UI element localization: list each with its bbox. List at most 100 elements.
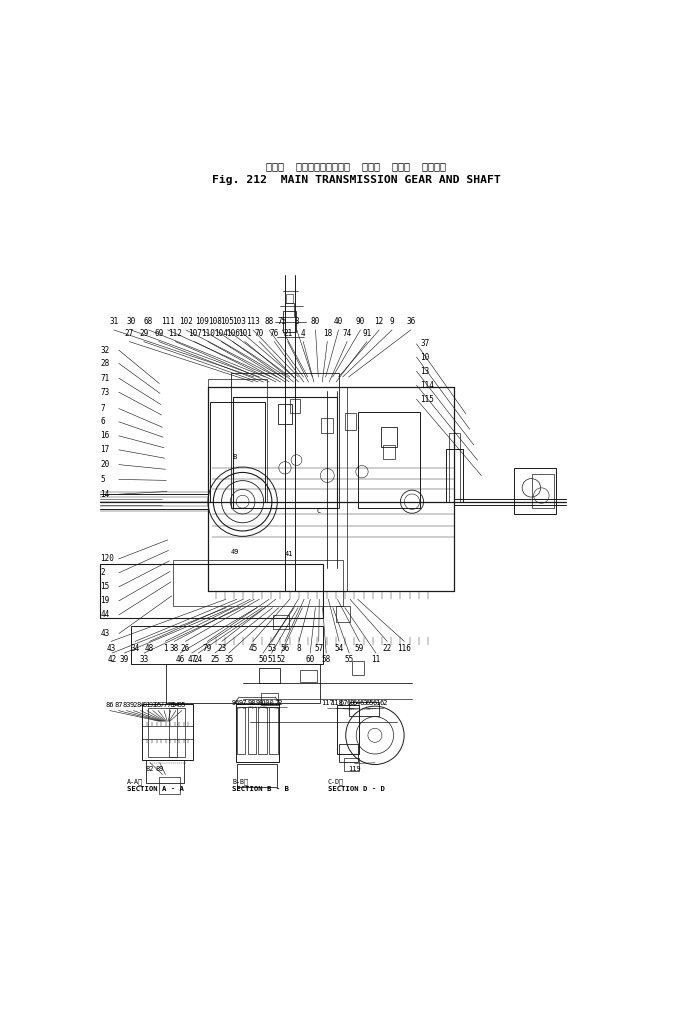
Bar <box>350 702 379 717</box>
Text: 114: 114 <box>420 381 434 389</box>
Text: 34: 34 <box>131 644 140 653</box>
Bar <box>147 760 184 783</box>
Text: 83: 83 <box>122 703 131 709</box>
Text: 79: 79 <box>203 644 212 653</box>
Text: 70: 70 <box>254 329 264 338</box>
Text: 25: 25 <box>211 655 220 664</box>
Text: 69: 69 <box>154 329 163 338</box>
Text: 22: 22 <box>383 644 392 653</box>
Text: 47: 47 <box>187 655 197 664</box>
Text: 63: 63 <box>359 700 368 706</box>
Text: 85: 85 <box>154 703 163 709</box>
Text: 113: 113 <box>246 317 260 327</box>
Text: 87: 87 <box>115 703 123 709</box>
Text: 93: 93 <box>149 703 157 709</box>
Text: 56: 56 <box>280 644 290 653</box>
Bar <box>300 669 316 681</box>
Bar <box>231 373 339 509</box>
Text: 117: 117 <box>322 700 334 706</box>
Text: 20: 20 <box>100 460 110 469</box>
Text: 32: 32 <box>100 346 110 355</box>
Text: 75: 75 <box>278 317 287 327</box>
Bar <box>285 303 294 316</box>
Text: 104: 104 <box>214 329 228 338</box>
Bar <box>233 396 337 509</box>
Text: 44: 44 <box>100 611 110 620</box>
Text: 28: 28 <box>100 359 110 368</box>
Text: 105: 105 <box>220 317 234 327</box>
Text: 101: 101 <box>238 329 252 338</box>
Text: 21: 21 <box>283 329 293 338</box>
Bar <box>291 399 300 413</box>
Text: 4: 4 <box>301 329 306 338</box>
Text: 5: 5 <box>100 475 105 484</box>
Bar <box>100 564 323 618</box>
Text: Fig. 212  MAIN TRANSMISSION GEAR AND SHAFT: Fig. 212 MAIN TRANSMISSION GEAR AND SHAF… <box>212 176 500 185</box>
Text: 38: 38 <box>170 644 179 653</box>
Text: 61: 61 <box>373 700 381 706</box>
Text: 86: 86 <box>106 703 114 709</box>
Text: 89: 89 <box>156 766 164 771</box>
Text: 1: 1 <box>163 644 167 653</box>
Text: 100: 100 <box>261 700 274 706</box>
Text: SECTION B - B: SECTION B - B <box>232 787 289 793</box>
Text: 111: 111 <box>161 317 174 327</box>
Text: 26: 26 <box>181 644 190 653</box>
Text: 16: 16 <box>100 432 110 441</box>
Text: メイン  トランスミッション  ギヤー  および  シャフト: メイン トランスミッション ギヤー および シャフト <box>266 161 446 171</box>
Text: 94: 94 <box>172 703 180 709</box>
Text: 98: 98 <box>248 700 256 706</box>
Text: 77: 77 <box>160 703 168 709</box>
Text: 109: 109 <box>195 317 209 327</box>
Bar <box>446 449 463 502</box>
Text: 6: 6 <box>100 418 105 427</box>
Text: 54: 54 <box>334 644 344 653</box>
Text: 90: 90 <box>356 317 365 327</box>
Text: 65: 65 <box>366 700 375 706</box>
Text: 60: 60 <box>306 655 315 664</box>
Text: 43: 43 <box>106 644 115 653</box>
Text: 118: 118 <box>330 700 343 706</box>
Text: 88: 88 <box>264 317 274 327</box>
Text: 96: 96 <box>232 700 240 706</box>
Text: C: C <box>317 509 321 515</box>
Text: 107: 107 <box>188 329 202 338</box>
Text: 36: 36 <box>406 317 416 327</box>
Text: 48: 48 <box>145 644 154 653</box>
Bar <box>247 707 256 753</box>
Text: 30: 30 <box>126 317 136 327</box>
Bar <box>148 708 177 757</box>
Text: 106: 106 <box>226 329 240 338</box>
Bar <box>278 404 292 424</box>
Bar <box>259 668 280 683</box>
Text: 81: 81 <box>142 703 152 709</box>
Text: 24: 24 <box>194 655 203 664</box>
Text: 19: 19 <box>100 596 110 606</box>
Text: SECTION A - A: SECTION A - A <box>127 787 184 793</box>
Text: 72: 72 <box>275 700 283 706</box>
Text: 78: 78 <box>166 703 174 709</box>
Bar <box>261 694 278 705</box>
Text: 57: 57 <box>314 644 323 653</box>
Bar <box>321 418 334 433</box>
Text: 92: 92 <box>129 703 138 709</box>
Text: 52: 52 <box>277 655 286 664</box>
Text: 10: 10 <box>420 353 430 362</box>
Text: 68: 68 <box>346 700 354 706</box>
Bar <box>165 664 320 703</box>
Text: 67: 67 <box>339 700 348 706</box>
Text: 29: 29 <box>139 329 148 338</box>
Text: 39: 39 <box>120 655 129 664</box>
Text: 15: 15 <box>100 582 110 591</box>
Text: 49: 49 <box>231 549 240 555</box>
Text: 7: 7 <box>100 404 105 413</box>
Bar <box>284 310 296 333</box>
Bar <box>259 707 267 753</box>
Text: 23: 23 <box>218 644 227 653</box>
Text: 53: 53 <box>268 644 277 653</box>
Text: 18: 18 <box>322 329 332 338</box>
Text: 3: 3 <box>295 317 299 327</box>
Bar <box>382 428 397 447</box>
Text: 11: 11 <box>371 655 381 664</box>
Bar <box>345 413 356 430</box>
